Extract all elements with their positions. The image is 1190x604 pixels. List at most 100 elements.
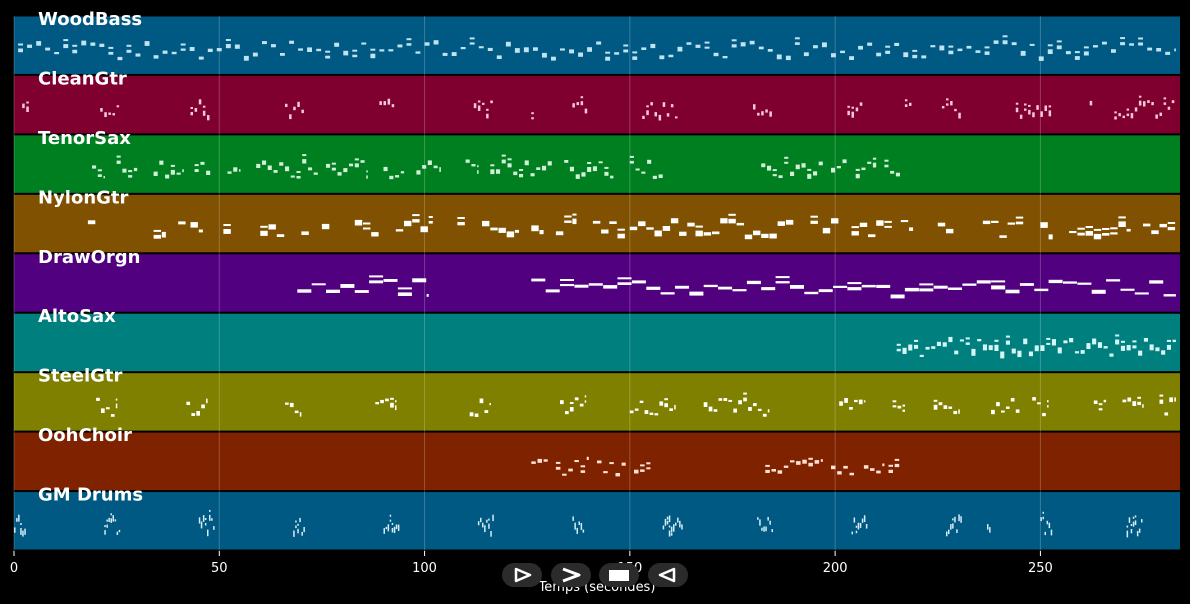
note xyxy=(965,337,970,340)
note xyxy=(18,514,20,522)
note xyxy=(545,289,560,293)
note xyxy=(971,348,976,356)
note xyxy=(490,169,495,175)
note xyxy=(810,215,818,218)
note xyxy=(426,294,429,297)
note xyxy=(271,44,276,48)
note xyxy=(640,469,645,472)
note xyxy=(487,47,493,51)
note xyxy=(634,408,639,411)
note xyxy=(420,226,428,233)
note xyxy=(592,166,597,172)
note xyxy=(1174,48,1176,52)
note xyxy=(422,165,427,169)
note xyxy=(360,160,365,163)
note xyxy=(108,51,114,55)
note xyxy=(1138,350,1143,356)
note xyxy=(331,167,336,171)
note xyxy=(1115,334,1120,337)
note xyxy=(1047,44,1053,47)
note xyxy=(842,159,847,164)
note xyxy=(855,168,860,171)
back-button[interactable] xyxy=(648,563,688,587)
note xyxy=(948,45,954,48)
note xyxy=(285,103,288,107)
note xyxy=(950,101,953,106)
note xyxy=(888,469,893,473)
note xyxy=(1063,281,1077,284)
note xyxy=(379,49,385,52)
note xyxy=(363,222,371,225)
note xyxy=(484,525,486,533)
note xyxy=(1056,40,1062,43)
note xyxy=(991,280,1006,283)
forward-button[interactable] xyxy=(551,563,591,587)
note xyxy=(1044,105,1047,111)
stop-button[interactable] xyxy=(599,563,639,587)
note xyxy=(389,175,394,180)
note xyxy=(22,530,24,537)
note xyxy=(1040,345,1045,351)
note xyxy=(506,231,515,238)
note xyxy=(658,174,663,178)
note xyxy=(1106,279,1121,282)
note xyxy=(361,42,367,45)
note xyxy=(16,518,18,522)
note xyxy=(937,222,946,227)
note xyxy=(397,524,400,531)
note xyxy=(114,519,117,522)
note xyxy=(1077,227,1085,230)
note xyxy=(404,220,412,227)
note xyxy=(303,527,305,533)
note xyxy=(687,222,695,227)
note xyxy=(343,168,348,173)
note xyxy=(1110,227,1118,230)
note xyxy=(631,280,646,284)
note xyxy=(313,172,318,175)
note xyxy=(1083,51,1089,56)
note xyxy=(366,170,368,173)
note xyxy=(190,222,198,228)
note xyxy=(578,52,583,57)
note xyxy=(991,285,1006,290)
note xyxy=(738,400,742,405)
note xyxy=(695,44,701,48)
note xyxy=(536,167,541,170)
note xyxy=(876,284,891,288)
note xyxy=(609,462,614,465)
note xyxy=(936,341,941,346)
note xyxy=(718,398,723,401)
note xyxy=(1165,51,1171,55)
note xyxy=(1005,335,1010,338)
note xyxy=(977,339,982,342)
note xyxy=(1074,51,1080,54)
note xyxy=(953,410,958,415)
note xyxy=(664,403,668,408)
track-labels: WoodBass CleanGtr TenorSax NylonGtr DrawOrgn… xyxy=(38,9,143,506)
note xyxy=(732,289,747,292)
note xyxy=(1040,111,1043,117)
note xyxy=(400,171,405,174)
play-button[interactable] xyxy=(502,563,542,587)
note xyxy=(153,171,158,176)
note xyxy=(704,46,710,49)
note xyxy=(383,528,385,534)
note xyxy=(477,521,480,526)
note xyxy=(668,54,674,58)
note xyxy=(415,51,421,54)
note xyxy=(1048,522,1051,529)
note xyxy=(794,37,800,40)
note xyxy=(931,346,936,349)
note xyxy=(872,162,877,168)
note xyxy=(424,42,430,46)
note xyxy=(670,104,674,108)
note xyxy=(930,45,936,48)
note xyxy=(844,398,848,403)
note xyxy=(1042,516,1044,520)
x-tick-label: 100 xyxy=(412,561,437,576)
note xyxy=(650,43,656,49)
note xyxy=(810,220,818,224)
note xyxy=(537,458,542,463)
note xyxy=(679,231,687,236)
note xyxy=(1051,339,1056,346)
